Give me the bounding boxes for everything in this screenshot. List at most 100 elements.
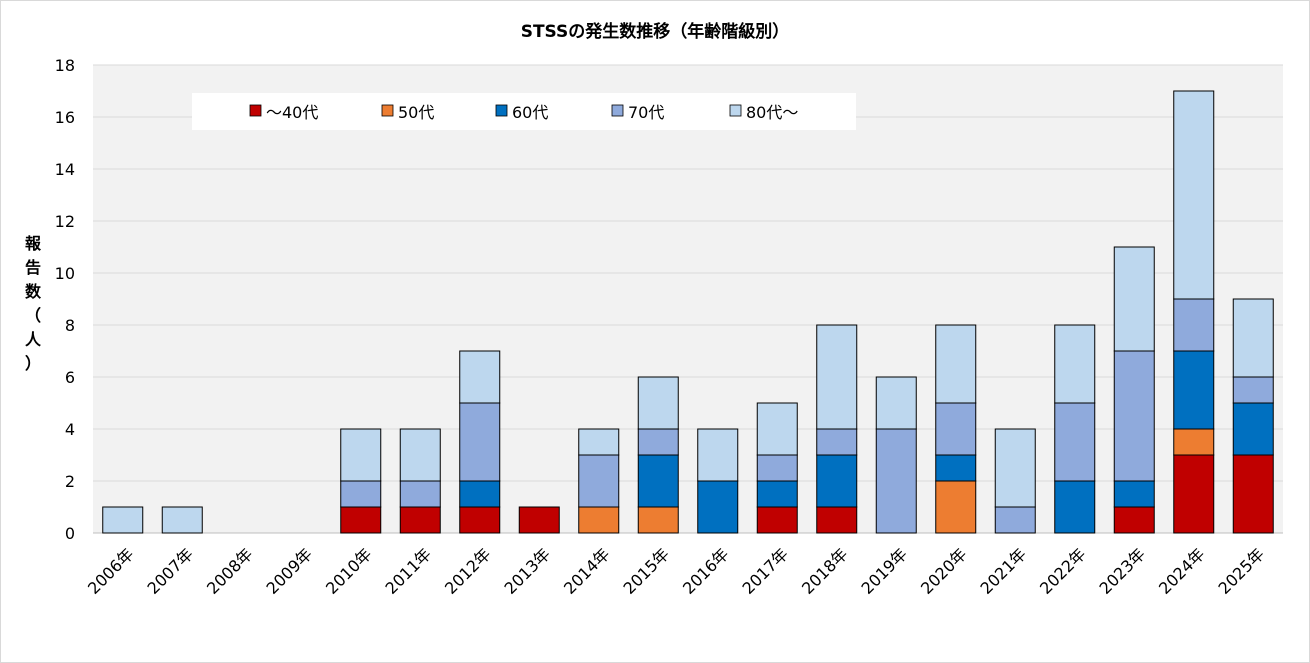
- x-tick-label: 2022年: [1036, 544, 1090, 598]
- legend-label: 60代: [512, 103, 548, 122]
- bar-segment: [697, 480, 739, 534]
- bar-segment: [1173, 454, 1215, 534]
- bar-segment: [459, 402, 501, 482]
- bar-segment: [578, 506, 620, 534]
- x-tick-label: 2008年: [203, 544, 257, 598]
- y-tick-label: 6: [65, 368, 75, 387]
- bar-segment: [875, 376, 917, 430]
- bar-segment: [1232, 402, 1274, 456]
- y-tick-label: 18: [55, 56, 75, 75]
- bar-segment: [1113, 480, 1155, 508]
- bar-segment: [935, 324, 977, 404]
- y-axis-label-char: 告: [24, 258, 41, 277]
- x-tick-label: 2012年: [441, 544, 495, 598]
- bar-segment: [161, 506, 203, 534]
- x-tick-label: 2011年: [382, 544, 436, 598]
- x-tick-label: 2021年: [977, 544, 1031, 598]
- bar-segment: [816, 324, 858, 430]
- x-tick-label: 2020年: [917, 544, 971, 598]
- bar-segment: [756, 454, 798, 482]
- y-axis-label-char: ）: [24, 354, 41, 373]
- x-tick-label: 2006年: [84, 544, 138, 598]
- bar-segment: [935, 454, 977, 482]
- legend-swatch: [729, 104, 742, 117]
- bar-segment: [340, 428, 382, 482]
- x-tick-label: 2015年: [620, 544, 674, 598]
- bar-segment: [399, 506, 441, 534]
- bar-segment: [1173, 428, 1215, 456]
- x-tick-label: 2018年: [798, 544, 852, 598]
- bar-segment: [1113, 246, 1155, 352]
- bar-segment: [1173, 350, 1215, 430]
- x-tick-label: 2016年: [679, 544, 733, 598]
- bar-segment: [935, 480, 977, 534]
- x-tick-label: 2007年: [144, 544, 198, 598]
- x-tick-label: 2019年: [858, 544, 912, 598]
- legend-swatch: [381, 104, 394, 117]
- y-tick-label: 10: [55, 264, 75, 283]
- bar-segment: [637, 428, 679, 456]
- legend-swatch: [249, 104, 262, 117]
- bar-segment: [756, 506, 798, 534]
- bar-segment: [756, 480, 798, 508]
- bar-segment: [459, 480, 501, 508]
- legend-label: 70代: [628, 103, 664, 122]
- x-tick-label: 2024年: [1155, 544, 1209, 598]
- bar-segment: [816, 428, 858, 456]
- bar-segment: [697, 428, 739, 482]
- bar-segment: [459, 350, 501, 404]
- legend-label: ～40代: [266, 103, 318, 122]
- legend-swatch: [611, 104, 624, 117]
- bar-segment: [1113, 350, 1155, 482]
- bar-segment: [1054, 402, 1096, 482]
- bar-segment: [994, 506, 1036, 534]
- y-tick-label: 0: [65, 524, 75, 543]
- bar-segment: [875, 428, 917, 534]
- bar-segment: [816, 506, 858, 534]
- legend-label: 50代: [398, 103, 434, 122]
- y-axis-label-char: 報: [24, 234, 41, 253]
- bar-segment: [340, 506, 382, 534]
- bar-segment: [578, 454, 620, 508]
- bar-segment: [1232, 454, 1274, 534]
- bar-segment: [340, 480, 382, 508]
- bar-segment: [1173, 298, 1215, 352]
- bar-segment: [637, 506, 679, 534]
- bar-segment: [1232, 376, 1274, 404]
- legend-box: [192, 93, 856, 130]
- bar-segment: [637, 376, 679, 430]
- x-tick-label: 2017年: [739, 544, 793, 598]
- x-tick-label: 2009年: [263, 544, 317, 598]
- y-axis-label-char: 数: [24, 282, 41, 301]
- bar-segment: [1054, 324, 1096, 404]
- bar-segment: [399, 428, 441, 482]
- y-axis-label-char: （: [24, 306, 41, 325]
- bar-segment: [756, 402, 798, 456]
- chart-title: STSSの発生数推移（年齢階級別）: [520, 22, 790, 42]
- bar-segment: [1232, 298, 1274, 378]
- y-tick-label: 12: [55, 212, 75, 231]
- bar-segment: [935, 402, 977, 456]
- bar-segment: [578, 428, 620, 456]
- bar-segment: [816, 454, 858, 508]
- legend-swatch: [495, 104, 508, 117]
- x-tick-label: 2014年: [560, 544, 614, 598]
- x-tick-label: 2025年: [1215, 544, 1269, 598]
- x-tick-label: 2023年: [1096, 544, 1150, 598]
- bar-segment: [1173, 90, 1215, 300]
- bar-segment: [1054, 480, 1096, 534]
- bar-segment: [399, 480, 441, 508]
- y-axis-label-char: 人: [24, 330, 41, 349]
- y-tick-label: 2: [65, 472, 75, 491]
- y-axis-label: 報告数 （ 人 ）: [22, 232, 44, 376]
- bar-segment: [518, 506, 560, 534]
- y-tick-label: 8: [65, 316, 75, 335]
- y-tick-label: 14: [55, 160, 75, 179]
- y-tick-label: 16: [55, 108, 75, 127]
- bar-segment: [637, 454, 679, 508]
- x-tick-label: 2010年: [322, 544, 376, 598]
- bar-segment: [102, 506, 144, 534]
- bar-segment: [459, 506, 501, 534]
- x-tick-label: 2013年: [501, 544, 555, 598]
